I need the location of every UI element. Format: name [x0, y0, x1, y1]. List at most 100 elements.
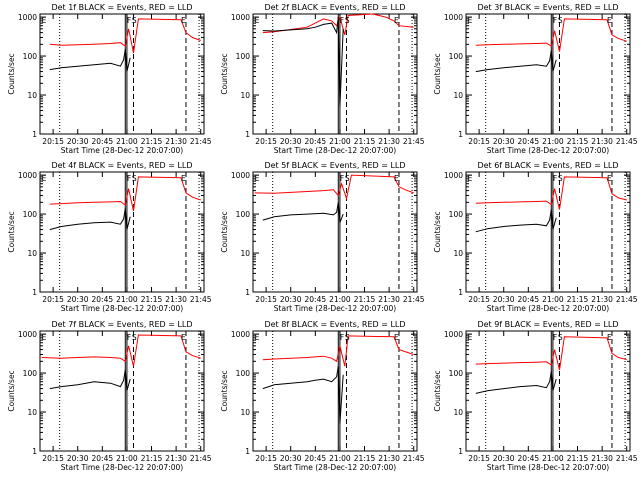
x-tick-label: 21:45	[616, 454, 638, 463]
lld-series-line	[475, 336, 627, 371]
x-tick-label: 21:30	[165, 454, 187, 463]
marker-e: E	[394, 174, 399, 183]
marker-s: S	[558, 333, 563, 342]
x-tick-label: 20:15	[468, 454, 490, 463]
lld-series-line	[254, 174, 414, 201]
x-tick-label: 20:30	[280, 454, 302, 463]
y-tick-label: 10	[453, 249, 463, 258]
marker-f: F	[553, 16, 557, 25]
x-tick-label: 20:15	[468, 295, 490, 304]
events-series-line	[475, 50, 557, 73]
x-axis-label: Start Time (28-Dec-12 20:07:00)	[61, 304, 183, 313]
x-tick-label: 20:30	[67, 454, 89, 463]
chart-panel: Det 9f BLACK = Events, RED = LLD 1 10 100 10…	[433, 320, 638, 472]
x-tick-label: 20:30	[67, 137, 89, 146]
x-tick-label: 21:45	[403, 454, 425, 463]
x-tick-label: 21:30	[378, 137, 400, 146]
x-tick-label: 20:15	[255, 295, 277, 304]
chart-title: Det 8f BLACK = Events, RED = LLD	[264, 320, 405, 329]
y-tick-label: 1000	[444, 171, 463, 180]
x-tick-label: 20:15	[42, 454, 64, 463]
marker-f: F	[340, 174, 344, 183]
y-tick-label: 100	[449, 52, 464, 61]
y-tick-label: 1	[245, 288, 250, 297]
lld-series-line	[41, 334, 201, 367]
marker-f: F	[127, 174, 131, 183]
y-axis-label: Counts/sec	[7, 53, 16, 94]
x-tick-label: 21:30	[165, 295, 187, 304]
x-tick-label: 20:30	[493, 295, 515, 304]
x-tick-label: 21:15	[567, 295, 589, 304]
x-tick-label: 21:45	[403, 137, 425, 146]
y-tick-label: 10	[27, 91, 37, 100]
x-tick-label: 21:30	[591, 454, 613, 463]
marker-e: E	[255, 174, 260, 183]
y-tick-label: 10	[240, 91, 250, 100]
y-axis-label: Counts/sec	[220, 211, 229, 252]
chart-panel: Det 8f BLACK = Events, RED = LLD 1 10 100 10…	[220, 320, 425, 472]
x-tick-label: 21:45	[403, 295, 425, 304]
marker-e: E	[607, 174, 612, 183]
x-tick-label: 20:45	[518, 137, 540, 146]
plot-frame	[252, 330, 418, 452]
events-series-line	[262, 366, 344, 424]
marker-e: E	[394, 16, 399, 25]
marker-f: F	[340, 16, 344, 25]
marker-e: E	[607, 16, 612, 25]
plot-frame	[252, 171, 418, 293]
x-tick-label: 21:30	[591, 295, 613, 304]
plot-frame	[465, 330, 631, 452]
y-tick-label: 10	[240, 408, 250, 417]
marker-e: E	[181, 333, 186, 342]
y-tick-label: 100	[23, 52, 38, 61]
y-tick-label: 1	[32, 447, 37, 456]
marker-s: S	[558, 174, 563, 183]
x-axis-label: Start Time (28-Dec-12 20:07:00)	[487, 463, 609, 472]
y-tick-label: 100	[449, 210, 464, 219]
y-tick-label: 10	[453, 408, 463, 417]
marker-f: F	[127, 333, 131, 342]
x-tick-label: 21:15	[141, 295, 163, 304]
y-tick-label: 1	[458, 447, 463, 456]
x-tick-label: 20:15	[255, 137, 277, 146]
x-tick-label: 21:15	[354, 295, 376, 304]
x-axis-label: Start Time (28-Dec-12 20:07:00)	[487, 146, 609, 155]
x-tick-label: 21:30	[165, 137, 187, 146]
y-axis-label: Counts/sec	[433, 370, 442, 411]
x-tick-label: 20:30	[67, 295, 89, 304]
marker-f: F	[127, 16, 131, 25]
y-tick-label: 1000	[18, 330, 37, 339]
events-series-line	[49, 208, 131, 231]
y-tick-label: 1000	[231, 330, 250, 339]
chart-title: Det 3f BLACK = Events, RED = LLD	[477, 3, 618, 12]
events-series-line	[262, 17, 344, 107]
marker-e: E	[468, 174, 473, 183]
x-tick-label: 21:00	[329, 137, 351, 146]
y-tick-label: 10	[27, 249, 37, 258]
x-tick-label: 21:15	[567, 454, 589, 463]
x-tick-label: 21:30	[378, 454, 400, 463]
x-tick-label: 20:45	[305, 454, 327, 463]
chart-panel: Det 6f BLACK = Events, RED = LLD 1 10 100 10…	[433, 161, 638, 313]
events-series-line	[262, 202, 344, 223]
marker-s: S	[132, 16, 137, 25]
marker-s: S	[132, 333, 137, 342]
y-tick-label: 10	[27, 408, 37, 417]
chart-title: Det 7f BLACK = Events, RED = LLD	[51, 320, 192, 329]
chart-panel: Det 3f BLACK = Events, RED = LLD 1 10 100 10…	[433, 3, 638, 155]
y-tick-label: 1000	[18, 13, 37, 22]
y-axis-label: Counts/sec	[433, 211, 442, 252]
x-tick-label: 20:15	[255, 454, 277, 463]
x-tick-label: 21:00	[329, 295, 351, 304]
events-series-line	[49, 49, 131, 72]
x-tick-label: 21:45	[190, 295, 212, 304]
y-axis-label: Counts/sec	[433, 53, 442, 94]
y-tick-label: 10	[453, 91, 463, 100]
x-tick-label: 20:45	[92, 137, 114, 146]
chart-title: Det 2f BLACK = Events, RED = LLD	[264, 3, 405, 12]
y-tick-label: 1000	[231, 171, 250, 180]
y-tick-label: 1	[458, 288, 463, 297]
y-tick-label: 1	[32, 130, 37, 139]
x-tick-label: 20:30	[280, 295, 302, 304]
